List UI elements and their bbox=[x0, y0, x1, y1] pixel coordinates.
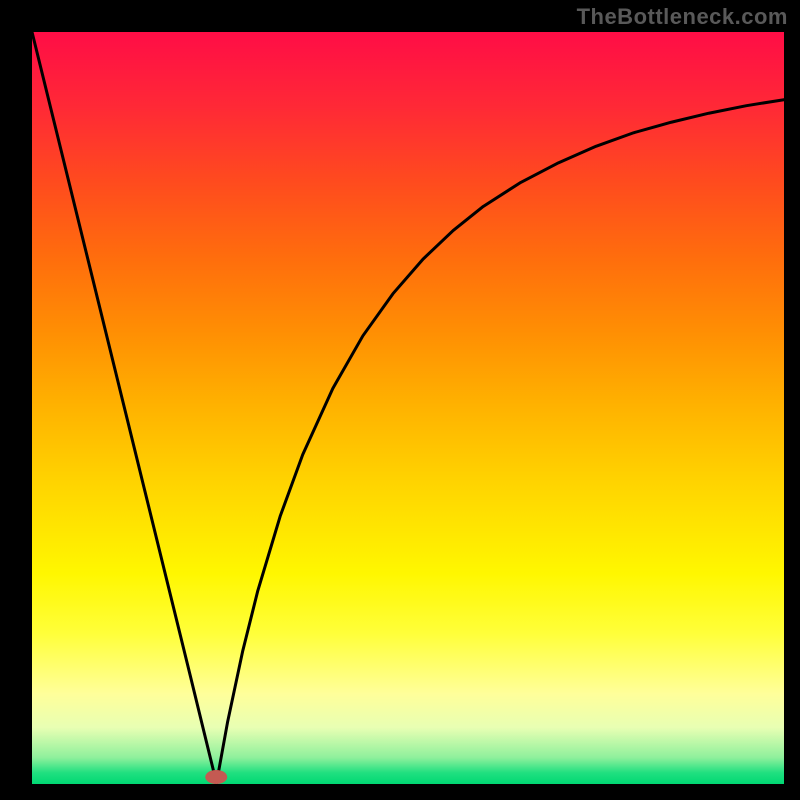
plot-area bbox=[32, 32, 784, 784]
gradient-background bbox=[32, 32, 784, 784]
chart-container: TheBottleneck.com bbox=[0, 0, 800, 800]
watermark-text: TheBottleneck.com bbox=[577, 4, 788, 30]
chart-svg bbox=[32, 32, 784, 784]
optimal-point-marker bbox=[205, 770, 227, 784]
